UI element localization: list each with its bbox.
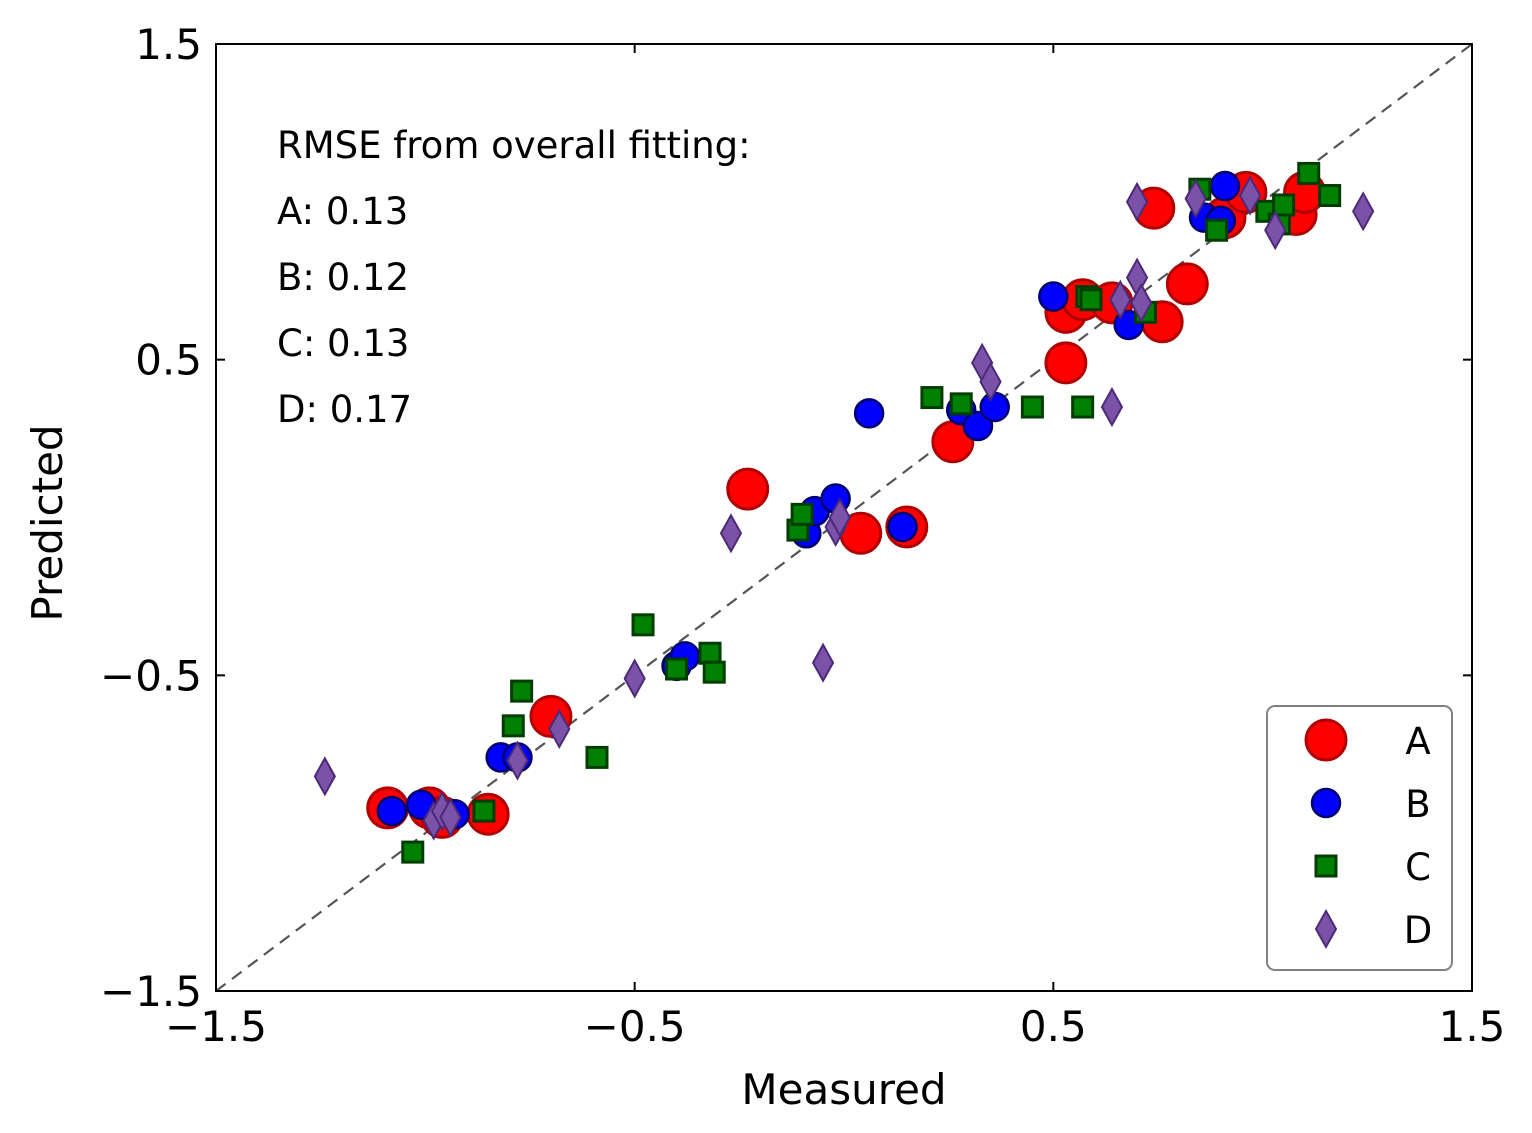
data-point-c <box>1079 288 1103 312</box>
data-point-c <box>1272 193 1296 217</box>
legend-marker-c <box>1314 854 1338 878</box>
x-axis-title: Measured <box>741 1065 946 1114</box>
annotation-heading: RMSE from overall fitting: <box>277 124 751 167</box>
annotation-line-a: A: 0.13 <box>277 190 408 233</box>
data-point-d <box>548 708 571 750</box>
data-point-d <box>1264 210 1287 251</box>
data-point-c <box>510 679 534 703</box>
legend-marker-b <box>1310 787 1342 819</box>
x-tick-label: 1.5 <box>1439 1002 1506 1051</box>
data-point-c <box>1318 184 1342 208</box>
plot-area-frame <box>215 43 1473 992</box>
data-point-d <box>1130 282 1153 323</box>
data-point-c <box>790 502 814 526</box>
legend-label-d: D <box>1404 909 1433 952</box>
x-tick-label: −0.5 <box>584 1002 686 1051</box>
legend-marker-a <box>1304 718 1348 762</box>
data-point-d <box>719 513 743 554</box>
data-point-d <box>979 361 1002 402</box>
data-point-b <box>853 398 885 429</box>
legend: A B C D <box>1266 705 1453 971</box>
points-layer <box>313 161 1375 864</box>
data-point-b <box>979 391 1010 423</box>
data-point-c <box>698 641 722 665</box>
series-d <box>313 175 1375 841</box>
data-point-a <box>726 467 770 511</box>
y-axis-title: Predicted <box>23 424 72 621</box>
data-point-d <box>828 497 851 538</box>
data-point-c <box>401 840 425 864</box>
data-point-b <box>887 511 918 543</box>
data-point-c <box>1205 218 1229 242</box>
data-point-d <box>313 756 336 797</box>
data-point-c <box>920 386 944 410</box>
x-tick-label: −1.5 <box>165 1002 267 1051</box>
data-point-d <box>1184 178 1207 219</box>
ticks-layer: −1.5 −0.5 0.5 1.5 −1.5 −0.5 0.5 1.5 <box>100 20 1505 1051</box>
data-point-d <box>1109 279 1132 320</box>
data-point-b <box>1209 170 1241 202</box>
y-tick-label: 1.5 <box>135 20 202 69</box>
data-point-b <box>1038 281 1069 312</box>
legend-label-c: C <box>1405 846 1431 889</box>
data-point-c <box>702 660 726 684</box>
annotation-line-b: B: 0.12 <box>277 256 409 299</box>
legend-label-b: B <box>1405 783 1430 826</box>
data-point-c <box>472 799 496 823</box>
data-point-b <box>376 795 408 827</box>
data-point-a <box>1165 262 1209 306</box>
data-point-c <box>1297 161 1321 185</box>
data-point-d <box>506 740 529 781</box>
data-point-b <box>962 410 994 442</box>
data-point-d <box>1100 386 1124 428</box>
data-point-d <box>623 658 646 699</box>
data-point-c <box>1071 395 1095 419</box>
data-point-d <box>439 797 462 838</box>
legend-label-a: A <box>1405 720 1430 763</box>
data-point-c <box>665 657 689 681</box>
y-tick-label: −1.5 <box>100 967 202 1016</box>
legend-frame <box>1266 705 1453 971</box>
data-point-d <box>1352 191 1375 232</box>
data-point-c <box>1020 395 1044 419</box>
data-point-d <box>1125 181 1149 222</box>
y-tick-label: −0.5 <box>100 651 202 700</box>
data-point-c <box>949 392 973 416</box>
data-point-c <box>585 745 609 769</box>
y-tick-label: 0.5 <box>135 336 202 385</box>
annotation-block: RMSE from overall fitting: A: 0.13 B: 0.… <box>277 124 751 431</box>
data-point-a <box>1044 341 1088 385</box>
annotation-line-d: D: 0.17 <box>277 388 412 431</box>
x-tick-label: 0.5 <box>1020 1002 1087 1051</box>
data-point-c <box>631 613 655 637</box>
data-point-c <box>501 714 525 738</box>
data-point-d <box>811 642 835 683</box>
annotation-line-c: C: 0.13 <box>277 322 409 365</box>
legend-marker-d <box>1314 908 1338 950</box>
data-point-d <box>1238 175 1262 216</box>
legend-markers <box>1304 718 1348 950</box>
